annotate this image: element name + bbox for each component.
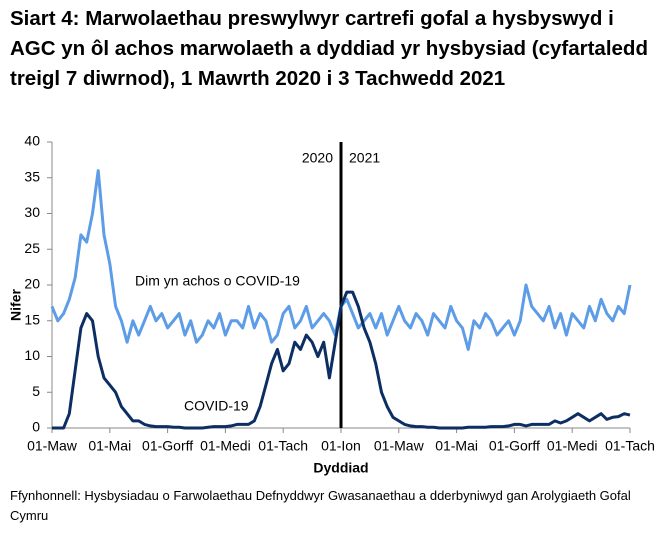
y-tick-label: 10 (24, 347, 40, 363)
y-tick-label: 0 (32, 419, 40, 435)
y-tick-label: 25 (24, 240, 40, 256)
x-tick-label: 01-Mai (435, 438, 478, 454)
series-label: Dim yn achos o COVID-19 (135, 273, 300, 289)
year-label: 2020 (302, 150, 333, 166)
x-tick-label: 01-Maw (374, 438, 425, 454)
x-tick-label: 01-Tach (605, 438, 655, 454)
x-tick-label: 01-Mai (88, 438, 131, 454)
x-tick-label: 01-Medi (547, 438, 598, 454)
year-label: 2021 (349, 150, 380, 166)
x-tick-label: 01-Maw (27, 438, 78, 454)
y-tick-label: 40 (24, 133, 40, 149)
y-tick-label: 5 (32, 383, 40, 399)
x-axis-label: Dyddiad (313, 460, 368, 476)
series-line (52, 290, 631, 430)
y-tick-label: 15 (24, 311, 40, 327)
y-tick-label: 35 (24, 168, 40, 184)
series-label: COVID-19 (184, 398, 249, 414)
x-tick-label: 01-Gorff (489, 438, 540, 454)
source-note: Ffynhonnell: Hysbysiadau o Farwolaethau … (10, 488, 631, 523)
y-tick-label: 30 (24, 204, 40, 220)
x-tick-label: 01-Tach (258, 438, 308, 454)
x-tick-label: 01-Ion (321, 438, 361, 454)
y-tick-label: 20 (24, 276, 40, 292)
x-tick-label: 01-Medi (200, 438, 251, 454)
x-tick-label: 01-Gorff (142, 438, 193, 454)
y-axis-label: Nifer (8, 289, 24, 321)
chart-title: Siart 4: Marwolaethau preswylwyr cartref… (10, 7, 648, 90)
